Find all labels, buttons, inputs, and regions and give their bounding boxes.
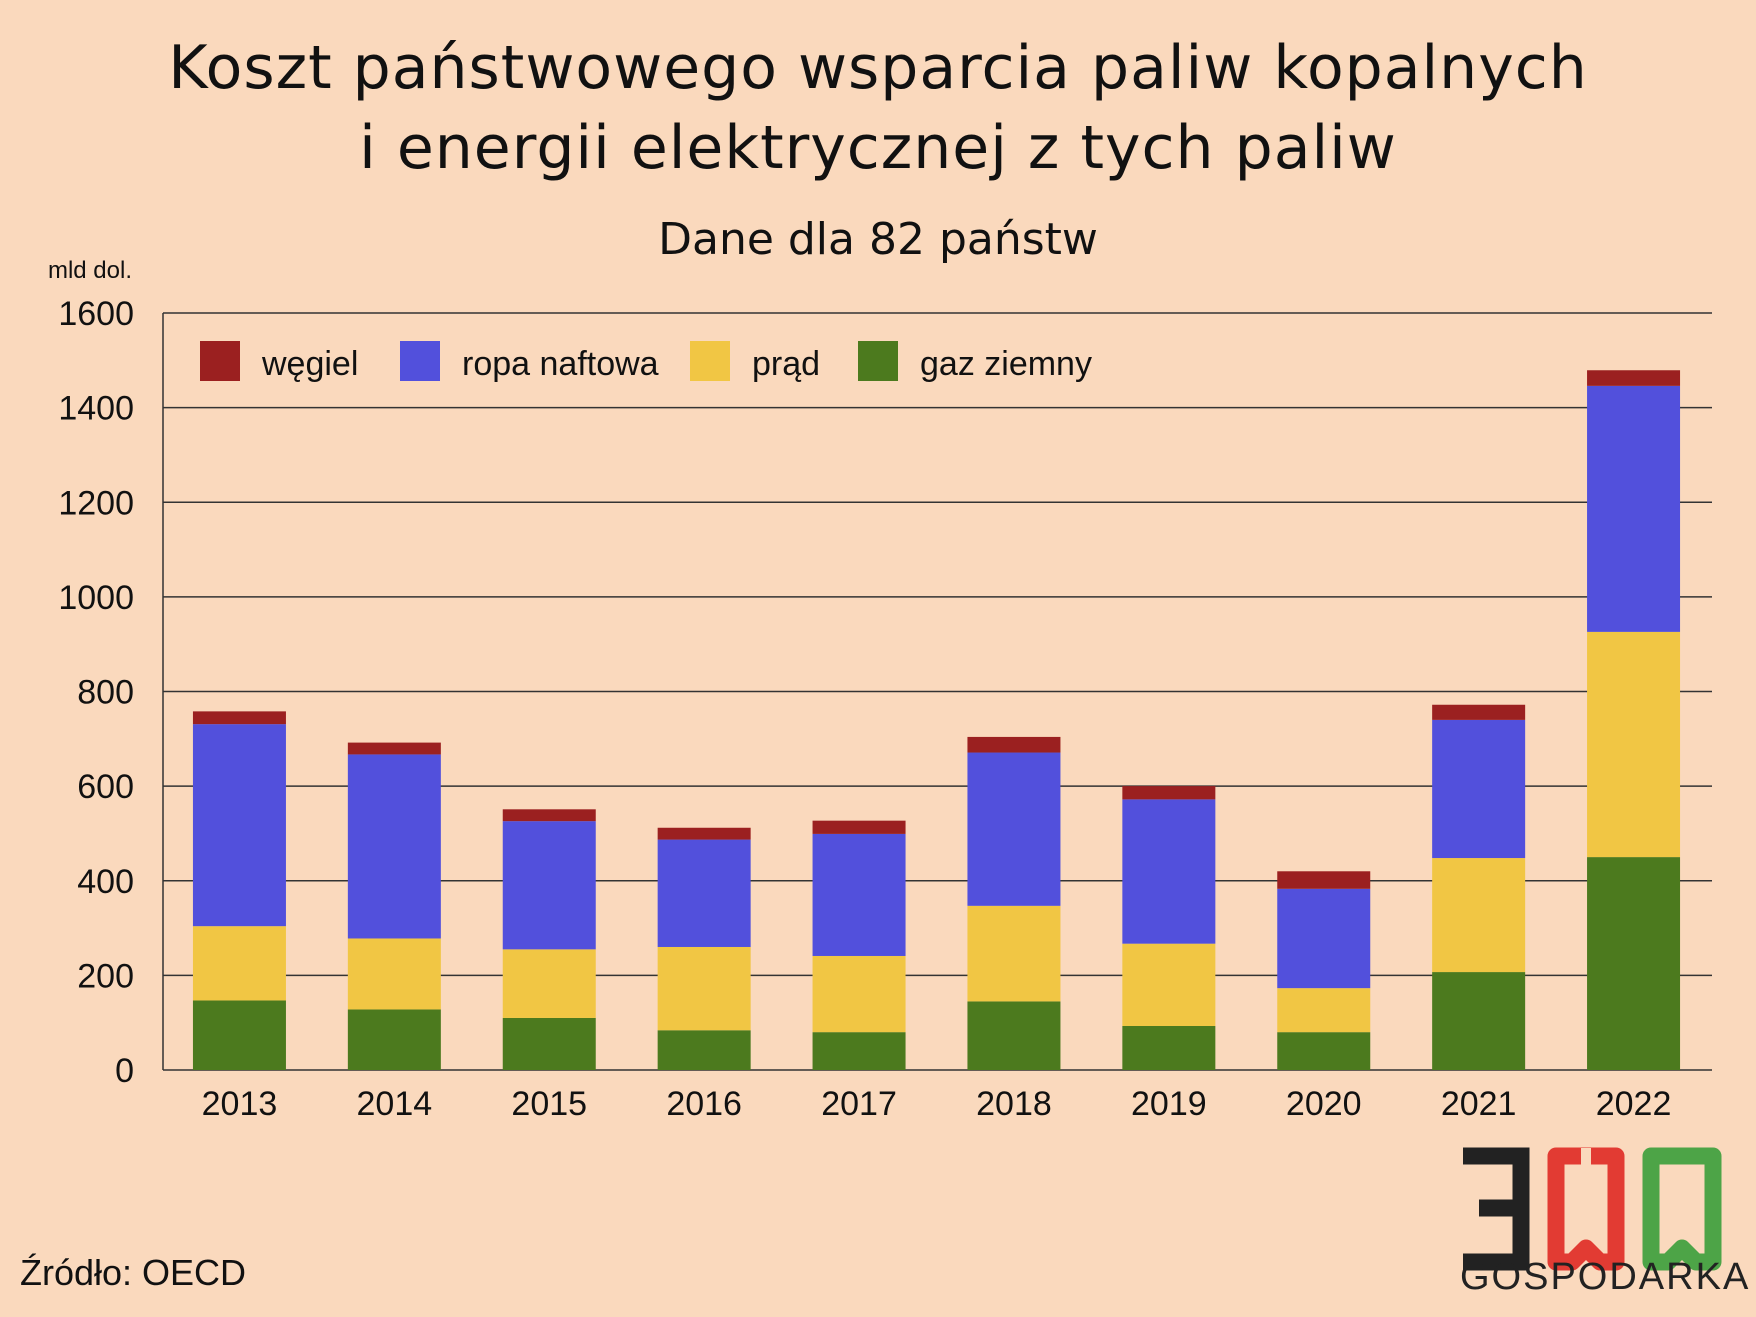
bar-2017-prąd — [812, 955, 906, 1033]
bar-2022-ropa-naftowa — [1587, 385, 1681, 632]
legend-label-węgiel: węgiel — [261, 345, 358, 383]
bar-2022-węgiel — [1587, 370, 1681, 386]
logo-wordmark: GOSPODARKA — [1460, 1256, 1751, 1298]
bar-2015-ropa-naftowa — [502, 821, 596, 950]
bar-2013-prąd — [192, 926, 286, 1001]
bar-2017-ropa-naftowa — [812, 833, 906, 956]
bar-2018-gaz-ziemny — [967, 1001, 1061, 1070]
bar-2014-prąd — [347, 938, 441, 1010]
chart-title-line2: i energii elektrycznej z tych paliw — [359, 113, 1397, 183]
y-tick-label: 1400 — [58, 390, 134, 428]
bar-2019-ropa-naftowa — [1122, 799, 1216, 944]
bar-2013-węgiel — [192, 711, 286, 725]
bar-2018-ropa-naftowa — [967, 752, 1061, 906]
bar-2014-węgiel — [347, 742, 441, 755]
bar-2020-węgiel — [1277, 871, 1371, 889]
bar-2013-gaz-ziemny — [192, 1000, 286, 1070]
x-tick-label: 2016 — [666, 1085, 742, 1123]
x-tick-label: 2015 — [511, 1085, 587, 1123]
y-tick-label: 0 — [115, 1052, 134, 1090]
300-gospodarka-logo — [1463, 1147, 1722, 1271]
bar-2019-gaz-ziemny — [1122, 1025, 1216, 1070]
bar-2015-węgiel — [502, 809, 596, 822]
chart-title: Koszt państwowego wsparcia paliw kopalny… — [0, 28, 1756, 188]
bar-2014-ropa-naftowa — [347, 754, 441, 939]
bar-2021-gaz-ziemny — [1432, 972, 1526, 1070]
logo-digit-3 — [1463, 1147, 1530, 1271]
y-axis-label: mld dol. — [48, 257, 132, 284]
y-tick-label: 600 — [77, 768, 134, 806]
bar-2015-prąd — [502, 949, 596, 1018]
bar-2017-gaz-ziemny — [812, 1032, 906, 1070]
bar-2018-prąd — [967, 905, 1061, 1002]
legend-swatch-ropa-naftowa — [400, 341, 440, 381]
bar-2016-ropa-naftowa — [657, 839, 751, 947]
legend-swatch-węgiel — [200, 341, 240, 381]
y-tick-label: 1200 — [58, 484, 134, 522]
y-axis-ticks: 0 200 400 600 800 1000 1200 1400 1600 — [58, 295, 134, 1090]
x-tick-label: 2022 — [1596, 1085, 1672, 1123]
legend-label-ropa-naftowa: ropa naftowa — [462, 345, 659, 383]
x-tick-label: 2013 — [202, 1085, 278, 1123]
chart-bars — [192, 370, 1681, 1070]
y-tick-label: 200 — [77, 957, 134, 995]
bar-2016-węgiel — [657, 827, 751, 840]
legend-swatch-prąd — [690, 341, 730, 381]
bar-2021-ropa-naftowa — [1432, 719, 1526, 859]
legend-label-gaz-ziemny: gaz ziemny — [920, 345, 1092, 383]
y-tick-label: 1600 — [58, 295, 134, 333]
bar-2022-prąd — [1587, 631, 1681, 858]
bar-2019-prąd — [1122, 943, 1216, 1026]
x-tick-label: 2019 — [1131, 1085, 1207, 1123]
x-tick-label: 2017 — [821, 1085, 897, 1123]
chart-legend: węgiel ropa naftowa prąd gaz ziemny — [200, 341, 1092, 383]
bar-2015-gaz-ziemny — [502, 1017, 596, 1070]
bar-2019-węgiel — [1122, 786, 1216, 800]
bar-2022-gaz-ziemny — [1587, 857, 1681, 1070]
chart-subtitle: Dane dla 82 państw — [658, 214, 1098, 265]
bar-2016-prąd — [657, 946, 751, 1031]
bar-2020-ropa-naftowa — [1277, 888, 1371, 989]
legend-label-prąd: prąd — [752, 345, 820, 383]
bar-2014-gaz-ziemny — [347, 1009, 441, 1070]
bar-2013-ropa-naftowa — [192, 724, 286, 927]
chart-title-line1: Koszt państwowego wsparcia paliw kopalny… — [168, 33, 1588, 103]
bar-2020-prąd — [1277, 988, 1371, 1033]
bar-2016-gaz-ziemny — [657, 1030, 751, 1070]
x-tick-label: 2018 — [976, 1085, 1052, 1123]
x-tick-label: 2020 — [1286, 1085, 1362, 1123]
source-note: Źródło: OECD — [20, 1252, 247, 1293]
legend-swatch-gaz-ziemny — [858, 341, 898, 381]
x-tick-label: 2014 — [357, 1085, 433, 1123]
x-tick-label: 2021 — [1441, 1085, 1517, 1123]
bar-2020-gaz-ziemny — [1277, 1032, 1371, 1070]
logo-digit-0-green — [1642, 1147, 1722, 1271]
bar-2021-prąd — [1432, 858, 1526, 973]
bar-2017-węgiel — [812, 820, 906, 834]
y-tick-label: 1000 — [58, 579, 134, 617]
y-tick-label: 800 — [77, 674, 134, 712]
y-tick-label: 400 — [77, 863, 134, 901]
bar-2021-węgiel — [1432, 704, 1526, 720]
bar-2018-węgiel — [967, 736, 1061, 753]
x-axis-ticks: 2013 2014 2015 2016 2017 2018 2019 2020 2021 2022 — [202, 1085, 1672, 1123]
logo-digit-0-red — [1547, 1147, 1625, 1271]
